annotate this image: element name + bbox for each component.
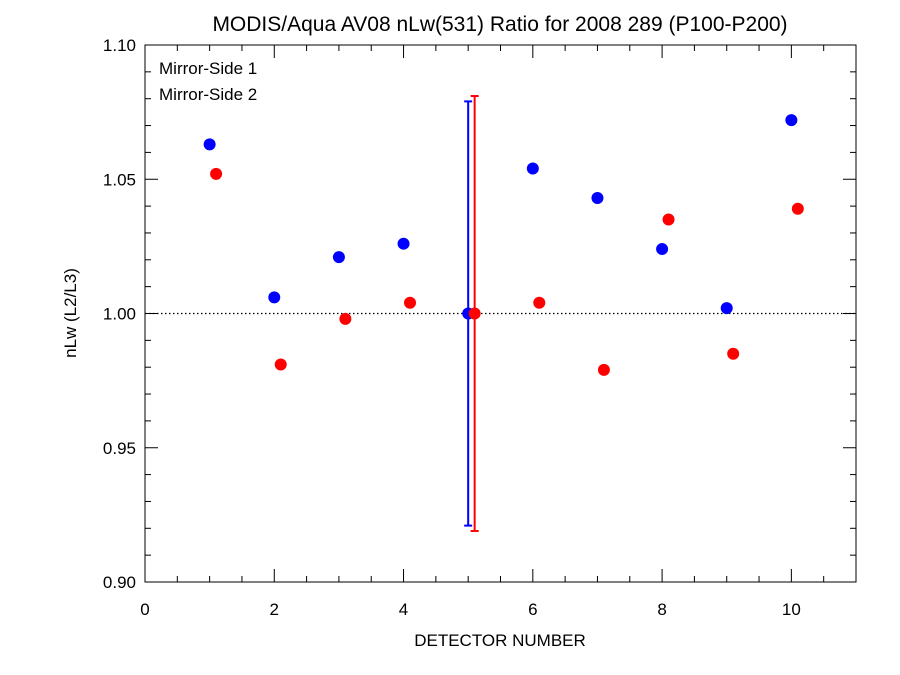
data-point [591,192,604,205]
data-point [332,251,345,264]
y-tick-label: 0.90 [103,573,136,592]
tick-marks [144,44,857,583]
x-tick-label: 2 [270,600,279,619]
x-axis-label: DETECTOR NUMBER [414,631,586,650]
y-axis-label: nLw (L2/L3) [61,268,80,358]
y-tick-label: 1.00 [103,305,136,324]
data-point [468,307,481,320]
legend-entry-mirror-side-2: Mirror-Side 2 [159,85,257,104]
data-point [404,296,417,309]
data-point [656,243,669,256]
data-point [268,291,281,304]
data-point [339,312,352,325]
data-point [526,162,539,175]
data-point [727,347,740,360]
data-point [720,302,733,315]
x-tick-label: 4 [399,600,408,619]
data-point [203,138,216,151]
tick-labels: 0 2 4 6 8 10 0.90 0.95 1.00 1.05 1.10 [103,36,801,619]
data-point [791,202,804,215]
y-tick-label: 0.95 [103,439,136,458]
data-point [533,296,546,309]
data-point [785,114,798,127]
data-point [274,358,287,371]
x-tick-label: 0 [140,600,149,619]
data-point [662,213,675,226]
x-tick-label: 6 [528,600,537,619]
data-point [210,167,223,180]
chart-title: MODIS/Aqua AV08 nLw(531) Ratio for 2008 … [212,13,787,36]
x-tick-label: 10 [782,600,801,619]
y-tick-label: 1.05 [103,170,136,189]
x-tick-label: 8 [657,600,666,619]
data-points-layer [203,114,804,376]
data-point [597,363,610,376]
legend: Mirror-Side 1 Mirror-Side 2 [159,59,257,104]
legend-entry-mirror-side-1: Mirror-Side 1 [159,59,257,78]
y-tick-label: 1.10 [103,36,136,55]
data-point [397,237,410,250]
